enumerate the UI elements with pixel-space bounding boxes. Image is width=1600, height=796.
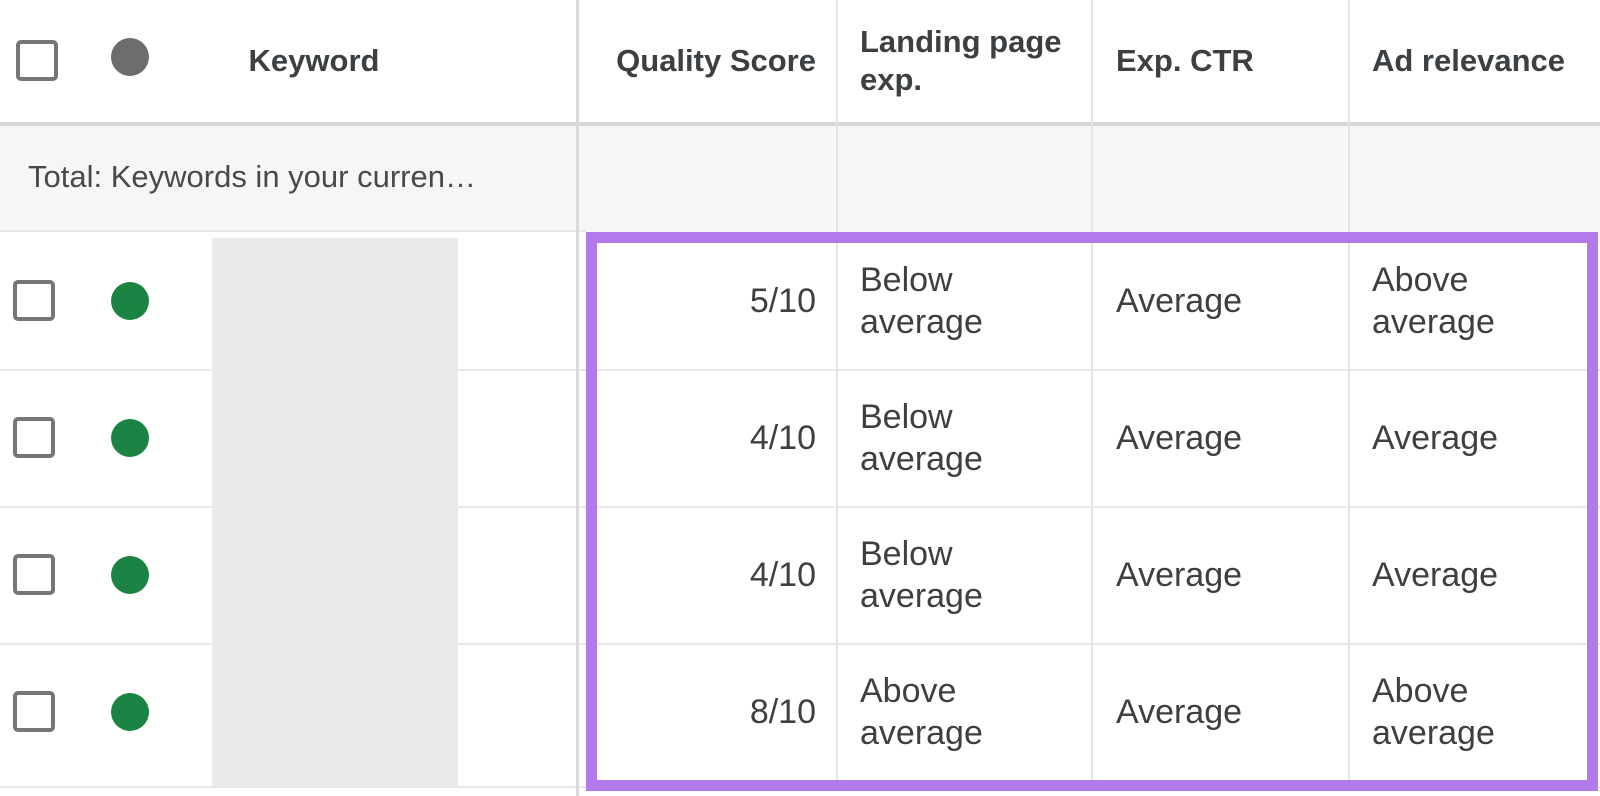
- quality-score-cell: 4/10: [749, 555, 816, 594]
- column-header-quality-score[interactable]: Quality Score: [616, 43, 816, 78]
- ad-relevance-cell: Average: [1372, 555, 1499, 594]
- quality-score-cell: 4/10: [749, 418, 816, 457]
- row-checkbox[interactable]: [13, 417, 55, 458]
- exp-ctr-cell: Average: [1116, 418, 1243, 457]
- row-checkbox[interactable]: [13, 280, 55, 321]
- row-divider: [0, 506, 1600, 508]
- quality-score-cell: 8/10: [749, 692, 816, 731]
- exp-ctr-cell: Average: [1116, 692, 1243, 731]
- exp-ctr-cell: Average: [1116, 555, 1243, 594]
- column-header-exp-ctr[interactable]: Exp. CTR: [1116, 43, 1254, 78]
- column-divider: [836, 0, 838, 786]
- landing-page-exp-cell: Below average: [860, 260, 983, 341]
- total-summary-row: Total: Keywords in your curren… ?: [0, 122, 1600, 322]
- ad-relevance-cell: Average: [1372, 418, 1499, 457]
- status-enabled-dot-icon[interactable]: [111, 282, 149, 320]
- column-header-landing-page-exp[interactable]: Landing page exp.: [860, 24, 1062, 97]
- redacted-keyword-block: [212, 238, 458, 786]
- row-checkbox[interactable]: [13, 691, 55, 732]
- status-column-dot-icon: [111, 38, 149, 76]
- ad-relevance-cell: Above average: [1372, 671, 1495, 752]
- ad-relevance-cell: Above average: [1372, 260, 1495, 341]
- frozen-pane-divider: [576, 0, 579, 796]
- total-row-label: Total: Keywords in your curren…: [28, 159, 476, 194]
- row-checkbox[interactable]: [13, 554, 55, 595]
- status-enabled-dot-icon[interactable]: [111, 693, 149, 731]
- table-header-row: Keyword Quality Score Landing page exp. …: [0, 0, 1600, 122]
- column-header-keyword[interactable]: Keyword: [248, 43, 380, 78]
- column-divider: [1091, 0, 1093, 786]
- row-divider: [0, 643, 1600, 645]
- column-header-ad-relevance[interactable]: Ad relevance: [1372, 43, 1565, 78]
- select-all-checkbox[interactable]: [16, 40, 58, 81]
- row-divider: [0, 230, 586, 232]
- landing-page-exp-cell: Below average: [860, 397, 983, 478]
- status-enabled-dot-icon[interactable]: [111, 556, 149, 594]
- row-divider: [0, 369, 1600, 371]
- status-enabled-dot-icon[interactable]: [111, 419, 149, 457]
- landing-page-exp-cell: Above average: [860, 671, 983, 752]
- column-divider: [1348, 0, 1350, 786]
- quality-score-cell: 5/10: [749, 281, 816, 320]
- landing-page-exp-cell: Below average: [860, 534, 983, 615]
- highlight-box: [586, 232, 1598, 791]
- exp-ctr-cell: Average: [1116, 281, 1243, 320]
- header-bottom-border: [0, 122, 1600, 126]
